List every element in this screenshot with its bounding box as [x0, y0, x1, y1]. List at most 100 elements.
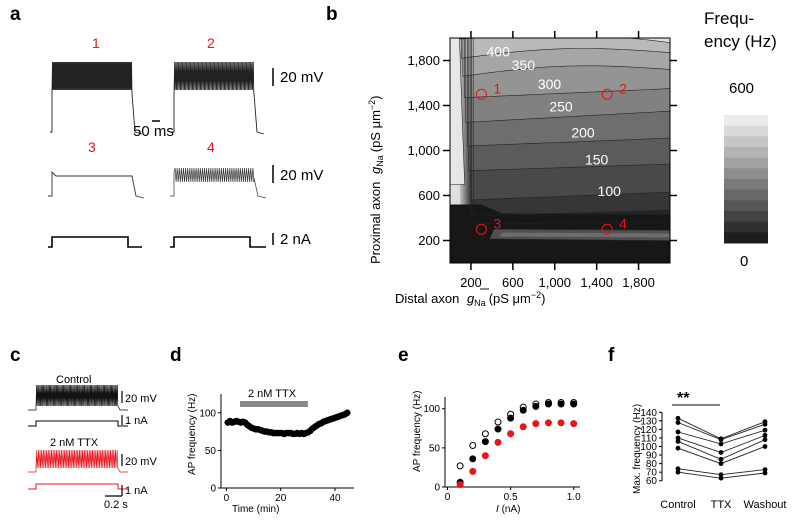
y-tick-label: 600 — [418, 188, 440, 203]
marker-label: 1 — [493, 80, 501, 96]
marker-circle — [601, 223, 613, 235]
f-cell-point — [762, 467, 768, 472]
contour-label: 400 — [487, 44, 511, 60]
panel-f-label: f — [608, 345, 615, 366]
band-90 — [470, 38, 670, 263]
c-current-scale-2: 1 nA — [125, 485, 148, 497]
e-point-control — [481, 438, 489, 446]
x-tick-label: 1,400 — [580, 275, 613, 290]
time-scale-label: 50 ms — [133, 123, 174, 140]
f-cell-point — [675, 438, 681, 444]
f-category-label: Control — [660, 499, 695, 511]
colorbar-step — [724, 115, 768, 127]
colorbar-step — [724, 168, 768, 180]
f-cell-point — [675, 466, 681, 472]
f-cell-point — [718, 461, 724, 467]
e-point-ttx — [532, 420, 540, 428]
x-tick-label: 600 — [502, 275, 524, 290]
f-cell-point — [675, 415, 681, 421]
f-cell-point — [762, 427, 768, 433]
e-y-tick-label: 50 — [429, 443, 441, 454]
contour-lines — [459, 38, 670, 224]
d-x-tick-label: 40 — [329, 493, 341, 504]
e-x-axis-title: I (nA) — [496, 504, 520, 515]
marker-circle — [601, 88, 613, 100]
significance-stars: ** — [677, 390, 690, 407]
e-point-ttx — [456, 481, 464, 489]
colorbar-max-label: 600 — [729, 80, 754, 97]
heatmap-axes: 200 600 1,000 1,400 1,800 200 600 1,000 1,400 1,8… — [407, 31, 677, 290]
panel-c: c Control 2 nM TTX 20 mV 1 nA 20 mV 1 nA… — [10, 345, 157, 511]
e-point-control — [469, 455, 477, 463]
ttx-trace — [28, 449, 128, 473]
colorbar-step — [724, 179, 768, 191]
colorbar-title-line2: ency (Hz) — [704, 32, 777, 51]
heatmap-x-axis-title: Distal axon gNa (pS μm−2) — [395, 290, 545, 308]
contour-45 — [471, 38, 670, 217]
colorbar-step — [724, 157, 768, 169]
e-point-control — [507, 414, 515, 422]
panel-c-label: c — [10, 345, 21, 366]
e-point-control — [519, 406, 527, 414]
e-point-ttx — [519, 423, 527, 431]
f-cell-point — [675, 420, 681, 425]
parameter-markers: 1 2 3 4 — [475, 80, 627, 235]
e-point-control — [494, 425, 502, 433]
d-x-tick-label: 20 — [275, 493, 287, 504]
d-x-axis-title: Time (min) — [232, 504, 279, 515]
contour-190 — [467, 38, 670, 147]
e-point-control — [570, 400, 578, 408]
colorbar-step — [724, 189, 768, 201]
contour-label: 300 — [538, 76, 562, 92]
trace-label-4: 4 — [207, 139, 215, 155]
current-step-1 — [48, 236, 142, 248]
f-cell-point — [675, 435, 681, 441]
f-y-tick-label: 110 — [641, 433, 657, 444]
f-y-tick-label: 80 — [646, 459, 658, 470]
f-cell-point — [718, 475, 724, 481]
trace-label-control: Control — [56, 374, 91, 386]
colorbar-step — [724, 211, 768, 223]
control-trace — [28, 384, 128, 411]
x-tick-label: 200 — [460, 275, 482, 290]
band-stripe-inner — [499, 232, 670, 238]
f-y-tick-label: 130 — [640, 416, 657, 427]
f-y-tick-label: 60 — [646, 476, 658, 487]
f-cell-point — [762, 432, 768, 438]
colorbar-step — [724, 221, 768, 233]
f-cell-point — [675, 445, 681, 451]
panel-b: b 200 600 1,000 1,400 1,800 200 600 1,000 1,400 1… — [326, 4, 777, 308]
marker-label: 3 — [493, 215, 501, 231]
marker-label: 2 — [619, 80, 627, 96]
e-point-ttx — [481, 452, 489, 460]
voltage-scale-label-2: 20 mV — [280, 167, 323, 184]
f-y-tick-label: 90 — [646, 451, 658, 462]
contour-label: 200 — [571, 125, 595, 141]
f-category-label: Washout — [743, 499, 786, 511]
contour-340 — [462, 38, 670, 77]
panel-e-plot: 0 0.5 1.0 0 50 100 — [423, 397, 581, 503]
d-x-tick-label: 0 — [224, 493, 230, 504]
contour-label: 350 — [512, 57, 536, 73]
colorbar-title-line1: Frequ- — [704, 9, 754, 28]
band-wall — [450, 38, 465, 185]
e-point-ttx — [507, 430, 515, 438]
trace-2 — [172, 61, 265, 135]
d-y-tick-label: 50 — [205, 446, 217, 457]
heatmap-bands — [450, 38, 670, 263]
colorbar-step — [724, 147, 768, 159]
panel-e-label: e — [398, 345, 409, 366]
colorbar-step — [724, 232, 768, 244]
e-point-control — [557, 400, 565, 408]
trace-label-1: 1 — [92, 35, 100, 51]
d-y-tick-label: 0 — [210, 484, 216, 495]
e-y-tick-label: 0 — [434, 483, 440, 494]
d-y-tick-label: 100 — [199, 408, 216, 419]
y-tick-label: 1,800 — [407, 53, 440, 68]
c-voltage-scale-2: 20 mV — [125, 456, 157, 468]
d-ttx-annotation: 2 nM TTX — [248, 388, 297, 400]
panel-a: a 1 2 3 4 20 mV 20 mV 50 ms 2 nA — [10, 4, 323, 248]
